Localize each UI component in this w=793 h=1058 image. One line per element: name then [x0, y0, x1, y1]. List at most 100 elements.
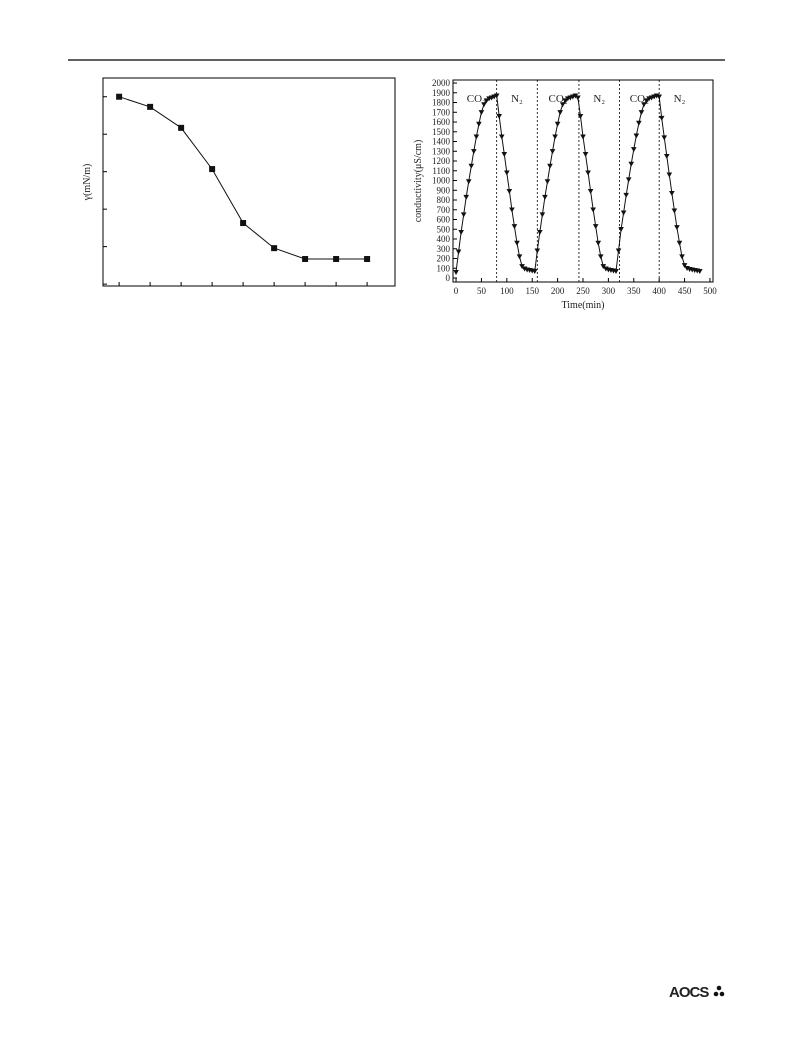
data-point [549, 149, 556, 155]
data-point [641, 102, 647, 108]
data-point [458, 229, 464, 235]
data-point [539, 212, 546, 218]
y-tick-label: 1100 [432, 166, 450, 176]
data-point [620, 210, 627, 216]
data-point [628, 161, 635, 167]
data-point [671, 208, 678, 214]
y-axis-label: conductivity(μS/cm) [413, 140, 424, 223]
data-point [481, 102, 487, 108]
data-point [504, 170, 510, 176]
data-point [460, 212, 467, 218]
annotation: N₂ [511, 93, 523, 105]
data-point [592, 224, 599, 230]
x-tick-label: 450 [678, 286, 692, 296]
annotation: N₂ [674, 93, 686, 105]
data-point [178, 124, 185, 131]
data-point [663, 153, 670, 159]
y-axis-label: γ(mN/m) [82, 164, 93, 202]
y-tick-label: 1700 [432, 107, 451, 117]
data-point [696, 268, 703, 274]
x-axis-label: Time(min) [562, 300, 605, 311]
annotation: CO₂ [467, 93, 486, 105]
data-point [585, 170, 591, 176]
x-tick-label: 250 [576, 286, 590, 296]
data-point [463, 194, 470, 200]
data-point [679, 254, 685, 260]
data-point [455, 249, 462, 255]
data-point [582, 151, 589, 157]
y-tick-label: 1400 [432, 137, 451, 147]
y-tick-label: 1000 [432, 176, 451, 186]
data-point [547, 163, 553, 169]
y-tick-label: 0 [446, 273, 451, 283]
x-tick-label: 400 [652, 286, 666, 296]
data-point [618, 227, 624, 233]
data-point [613, 268, 619, 274]
x-tick-label: 50 [477, 286, 487, 296]
data-point [658, 115, 665, 121]
y-tick-label: 1300 [432, 146, 451, 156]
data-point [681, 263, 688, 269]
y-tick-label: 2000 [432, 78, 451, 88]
data-point [552, 134, 558, 140]
data-point [498, 134, 505, 140]
data-point [468, 163, 475, 169]
y-tick-label: 1800 [432, 98, 451, 108]
y-tick-label: 500 [437, 224, 451, 234]
data-point [577, 113, 584, 119]
data-point [501, 151, 508, 157]
data-point [597, 254, 604, 260]
data-point [666, 172, 673, 178]
y-tick-label: 300 [437, 244, 451, 254]
data-point [557, 110, 563, 116]
data-point [465, 179, 472, 185]
data-point [562, 98, 569, 104]
data-point [511, 224, 518, 230]
data-point [633, 133, 640, 139]
x-tick-label: 200 [551, 286, 565, 296]
x-tick-label: 100 [500, 286, 514, 296]
data-point [509, 207, 515, 213]
x-tick-label: 500 [703, 286, 717, 296]
data-point [531, 268, 538, 274]
data-point [496, 113, 503, 119]
data-point [615, 248, 622, 254]
data-point [661, 135, 668, 141]
data-point [116, 93, 123, 100]
data-point [595, 240, 602, 246]
data-point [638, 110, 645, 116]
data-point [147, 103, 154, 110]
data-point [590, 207, 596, 213]
data-point [544, 179, 551, 185]
y-tick-label: 800 [437, 195, 451, 205]
data-point [514, 240, 520, 246]
data-point [669, 190, 675, 196]
annotation: CO₂ [630, 93, 649, 105]
annotation: CO₂ [549, 93, 568, 105]
series-line [455, 95, 700, 273]
data-point [478, 110, 485, 116]
data-point [643, 98, 650, 104]
footer-logo: AOCS [669, 984, 709, 1001]
plot-frame [102, 77, 396, 287]
annotation: N₂ [593, 93, 605, 105]
x-tick-label: 150 [525, 286, 539, 296]
y-tick-label: 700 [437, 205, 451, 215]
data-point [271, 245, 278, 252]
data-point [209, 166, 216, 173]
data-point [559, 102, 566, 108]
data-point [240, 220, 247, 227]
x-tick-label: 300 [602, 286, 616, 296]
x-tick-label: 0 [454, 286, 459, 296]
x-tick-label: 350 [627, 286, 641, 296]
y-tick-label: 1600 [432, 117, 451, 127]
y-tick-label: 1900 [432, 88, 451, 98]
data-point [625, 177, 632, 183]
data-point [473, 134, 480, 140]
data-point [483, 98, 490, 104]
data-point [364, 256, 371, 263]
data-point [636, 120, 642, 126]
data-point [302, 256, 309, 263]
plot-frame [452, 79, 714, 283]
